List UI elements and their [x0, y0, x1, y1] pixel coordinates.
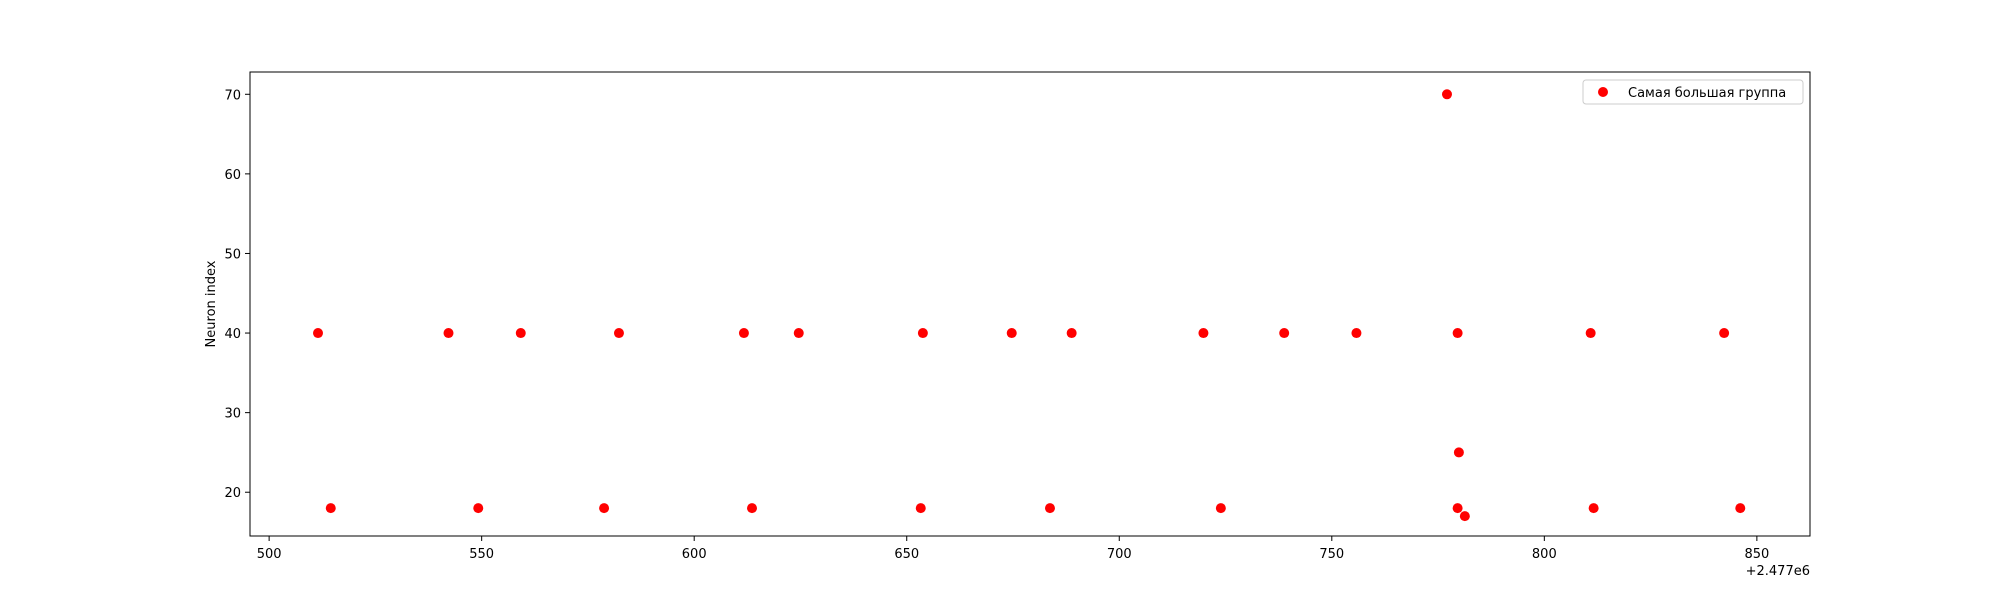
data-point [313, 328, 324, 339]
x-offset-text: +2.477e6 [1746, 564, 1810, 579]
data-point [738, 328, 749, 339]
data-points [313, 89, 1746, 522]
x-tick-label: 700 [1107, 547, 1132, 562]
data-point [793, 328, 804, 339]
data-point [1459, 511, 1470, 522]
plot-area [249, 71, 1811, 537]
legend-box [1582, 79, 1804, 105]
data-point [915, 503, 926, 514]
y-axis-label: Neuron index [204, 260, 219, 347]
data-point [473, 503, 484, 514]
data-point [443, 328, 454, 339]
data-point [613, 328, 624, 339]
y-axis: 20 30 40 50 60 70 [224, 88, 250, 501]
data-point [1198, 328, 1209, 339]
data-point [1588, 503, 1599, 514]
x-tick-label: 600 [682, 547, 707, 562]
data-point [1441, 89, 1452, 100]
data-point [1279, 328, 1290, 339]
data-point [1215, 503, 1226, 514]
y-tick-label: 60 [224, 168, 241, 183]
x-tick-label: 800 [1532, 547, 1557, 562]
data-point [325, 503, 336, 514]
y-tick-label: 40 [224, 327, 241, 342]
legend-marker [1598, 87, 1608, 97]
data-point [1452, 328, 1463, 339]
data-point [1452, 503, 1463, 514]
y-tick-label: 30 [224, 407, 241, 422]
legend-label: Самая большая группа [1628, 86, 1786, 101]
data-point [599, 503, 610, 514]
data-point [1006, 328, 1017, 339]
data-point [1044, 503, 1055, 514]
data-point [1585, 328, 1596, 339]
data-point [1453, 447, 1464, 458]
y-tick-label: 20 [224, 486, 241, 501]
y-tick-label: 70 [224, 88, 241, 103]
x-tick-label: 650 [894, 547, 919, 562]
x-tick-label: 500 [257, 547, 282, 562]
x-tick-label: 550 [469, 547, 494, 562]
x-tick-label: 850 [1744, 547, 1769, 562]
data-point [747, 503, 758, 514]
y-tick-label: 50 [224, 247, 241, 262]
data-point [917, 328, 928, 339]
data-point [1719, 328, 1730, 339]
data-point [1351, 328, 1362, 339]
legend: Самая большая группа [1582, 79, 1804, 105]
data-point [515, 328, 526, 339]
x-tick-label: 750 [1319, 547, 1344, 562]
x-axis: 500 550 600 650 700 750 800 850 [257, 536, 1769, 562]
data-point [1735, 503, 1746, 514]
data-point [1066, 328, 1077, 339]
